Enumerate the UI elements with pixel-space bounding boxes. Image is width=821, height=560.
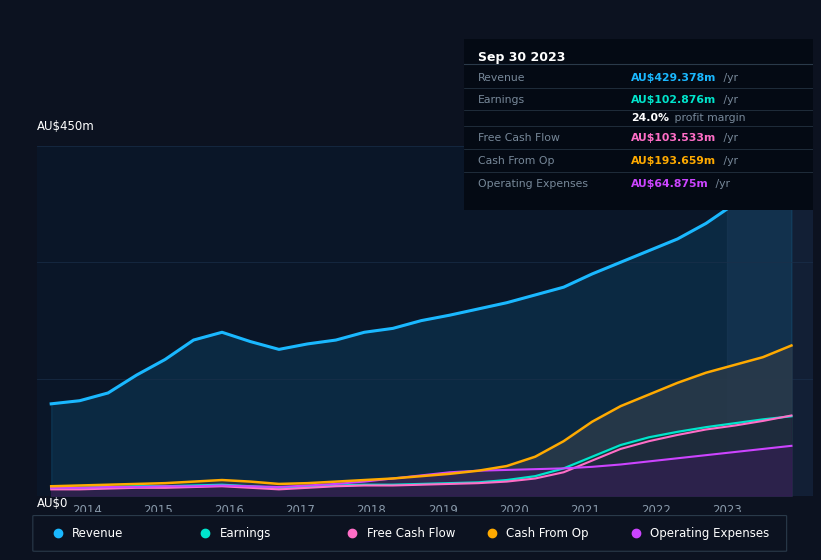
Text: AU$103.533m: AU$103.533m [631, 133, 717, 143]
Text: Free Cash Flow: Free Cash Flow [367, 527, 455, 540]
Text: AU$0: AU$0 [37, 497, 68, 510]
Text: AU$64.875m: AU$64.875m [631, 179, 709, 189]
Text: AU$450m: AU$450m [37, 120, 94, 133]
Text: profit margin: profit margin [672, 113, 746, 123]
Text: Revenue: Revenue [478, 73, 525, 83]
Text: Earnings: Earnings [478, 95, 525, 105]
Text: /yr: /yr [720, 95, 737, 105]
Text: Cash From Op: Cash From Op [507, 527, 589, 540]
Text: Free Cash Flow: Free Cash Flow [478, 133, 560, 143]
Text: Operating Expenses: Operating Expenses [650, 527, 769, 540]
Bar [727, 146, 813, 496]
Text: Sep 30 2023: Sep 30 2023 [478, 51, 565, 64]
FancyBboxPatch shape [33, 516, 787, 551]
Text: Operating Expenses: Operating Expenses [478, 179, 588, 189]
Text: /yr: /yr [720, 156, 737, 166]
Text: 24.0%: 24.0% [631, 113, 669, 123]
Text: /yr: /yr [720, 73, 737, 83]
Text: Revenue: Revenue [72, 527, 123, 540]
Text: AU$429.378m: AU$429.378m [631, 73, 717, 83]
Text: /yr: /yr [720, 133, 737, 143]
Text: AU$193.659m: AU$193.659m [631, 156, 717, 166]
Text: /yr: /yr [712, 179, 730, 189]
Text: Earnings: Earnings [219, 527, 271, 540]
Text: AU$102.876m: AU$102.876m [631, 95, 717, 105]
Text: Cash From Op: Cash From Op [478, 156, 554, 166]
